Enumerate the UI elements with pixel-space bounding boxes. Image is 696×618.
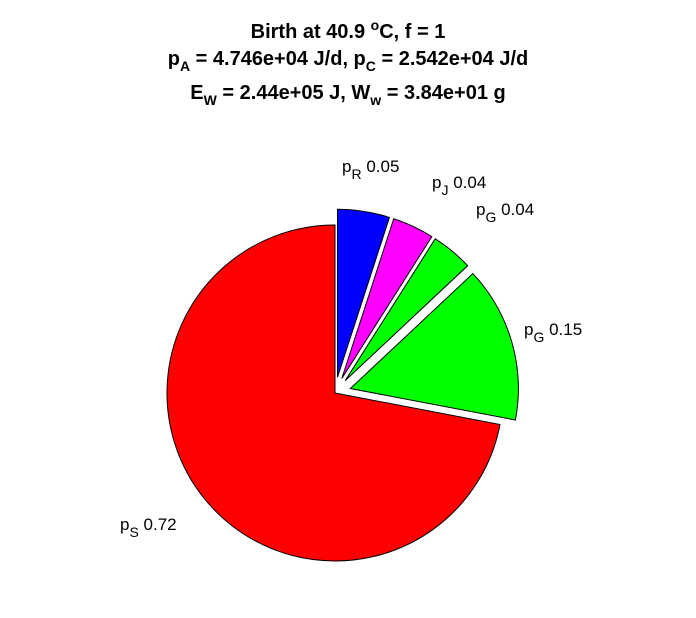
slice-label-1: pR 0.05 bbox=[342, 157, 399, 182]
title-pc-value: = 2.542e+04 J/d bbox=[375, 48, 529, 70]
title-ew-symbol: E bbox=[190, 82, 204, 104]
slice-label-0: pS 0.72 bbox=[120, 515, 177, 540]
pie-slice-j-2 bbox=[341, 218, 433, 379]
pie-slice-r-1 bbox=[337, 208, 391, 378]
pie-slice-s-0 bbox=[166, 224, 501, 562]
pie-slice-g-4 bbox=[349, 272, 519, 421]
title-ww-value: = 3.84e+01 g bbox=[381, 82, 506, 104]
title-pa-symbol: p bbox=[167, 48, 180, 70]
title-ew-value: = 2.44e+05 J, W bbox=[216, 82, 371, 104]
title-ww-subscript: w bbox=[370, 92, 382, 108]
chart-title: Birth at 40.9 oC, f = 1 pA = 4.746e+04 J… bbox=[0, 10, 696, 112]
title-ew-subscript: W bbox=[203, 92, 217, 108]
title-line-1-text-end: C, f = 1 bbox=[379, 21, 446, 43]
slice-label-3: pG 0.04 bbox=[476, 200, 534, 225]
pie-slice-g-3 bbox=[344, 238, 469, 382]
title-pa-value: = 4.746e+04 J/d, p bbox=[190, 48, 366, 70]
title-pa-subscript: A bbox=[179, 58, 191, 74]
title-degree-symbol: o bbox=[370, 17, 380, 33]
slice-label-2: pJ 0.04 bbox=[432, 173, 486, 198]
title-line-2: pA = 4.746e+04 J/d, pC = 2.542e+04 J/d bbox=[0, 44, 696, 78]
slice-label-4: pG 0.15 bbox=[524, 320, 582, 345]
title-pc-subscript: C bbox=[365, 58, 376, 74]
title-line-1-text: Birth at 40.9 bbox=[250, 21, 371, 43]
title-line-1: Birth at 40.9 oC, f = 1 bbox=[0, 10, 696, 44]
title-line-3: EW = 2.44e+05 J, Ww = 3.84e+01 g bbox=[0, 78, 696, 112]
